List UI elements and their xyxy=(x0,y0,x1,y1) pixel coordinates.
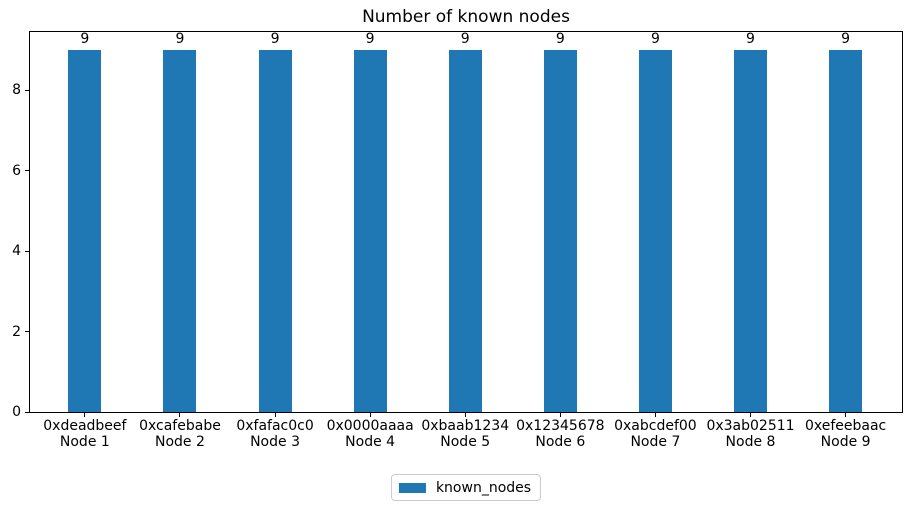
x-tick-label: 0xefeebaac Node 9 xyxy=(804,418,887,450)
plot-area: 0 2 4 6 8 9 0xdeadbeef Node 1 9 0xcafebabe Node … xyxy=(12,31,903,450)
x-tick-label: 0x0000aaaa Node 4 xyxy=(326,418,414,450)
y-tick xyxy=(25,331,29,333)
bar xyxy=(68,50,102,412)
y-tick-label: 6 xyxy=(12,162,21,179)
bar xyxy=(353,50,387,412)
legend-swatch-icon xyxy=(398,482,426,493)
y-tick-label: 0 xyxy=(12,404,21,420)
x-tick xyxy=(464,413,466,417)
x-tick xyxy=(750,413,752,417)
bar xyxy=(543,50,577,412)
x-tick-label: 0x3ab02511 Node 8 xyxy=(706,418,795,450)
x-tick-label: 0xabcdef00 Node 7 xyxy=(614,418,697,450)
x-tick xyxy=(845,413,847,417)
bar-value-label: 9 xyxy=(80,31,90,48)
bar-value-label: 9 xyxy=(175,31,185,48)
x-tick xyxy=(274,413,276,417)
legend-label: known_nodes xyxy=(435,479,532,496)
chart-title: Number of known nodes xyxy=(362,7,570,27)
x-tick-label: 0xbaab1234 Node 5 xyxy=(421,418,510,450)
x-tick-label: 0x12345678 Node 6 xyxy=(516,418,605,450)
x-tick xyxy=(559,413,561,417)
bar-value-label: 9 xyxy=(270,31,280,48)
x-tick xyxy=(654,413,656,417)
bar-value-label: 9 xyxy=(841,31,851,48)
x-tick-label: 0xfafac0c0 Node 3 xyxy=(236,418,314,450)
bar xyxy=(258,50,292,412)
y-tick xyxy=(25,250,29,252)
bar-value-label: 9 xyxy=(746,31,755,48)
y-tick-label: 4 xyxy=(12,243,21,260)
bar-value-label: 9 xyxy=(365,31,375,48)
x-tick xyxy=(84,413,86,417)
x-tick xyxy=(369,413,371,417)
bar xyxy=(829,50,863,412)
bar xyxy=(734,50,768,412)
y-tick-label: 2 xyxy=(12,323,21,340)
y-tick-label: 8 xyxy=(12,82,21,99)
x-tick-label: 0xdeadbeef Node 1 xyxy=(43,418,127,450)
legend: known_nodes xyxy=(390,474,542,501)
bar xyxy=(638,50,672,412)
bar xyxy=(448,50,482,412)
y-tick xyxy=(25,89,29,91)
y-tick xyxy=(25,170,29,172)
x-tick xyxy=(179,413,181,417)
bar xyxy=(163,50,197,412)
bar-value-label: 9 xyxy=(555,31,565,48)
x-tick-label: 0xcafebabe Node 2 xyxy=(139,418,221,450)
bar-value-label: 9 xyxy=(650,31,660,48)
bar-value-label: 9 xyxy=(460,31,470,48)
y-tick xyxy=(25,411,29,413)
